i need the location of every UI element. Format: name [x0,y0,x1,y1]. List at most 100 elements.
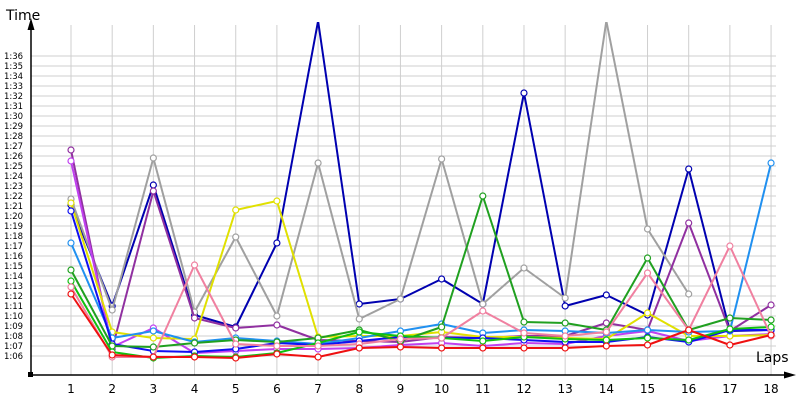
data-point [314,353,322,361]
x-tick-label: 16 [681,382,696,396]
y-tick-label: 1:18 [4,232,23,242]
data-point [643,225,652,233]
y-tick-label: 1:26 [4,152,23,162]
y-tick-label: 1:32 [4,92,23,102]
data-point [643,326,652,334]
data-point [149,334,157,342]
data-point [396,343,405,351]
data-point [190,339,199,347]
data-point [438,323,446,331]
data-point [314,159,322,167]
data-point [438,344,446,352]
y-tick-label: 1:21 [4,202,23,212]
y-tick-label: 1:36 [4,52,23,62]
x-axis-title: Laps [756,350,789,366]
data-point [561,294,569,302]
data-point [726,314,734,322]
data-point [561,319,569,327]
series-green [67,277,775,362]
data-point [479,337,487,345]
data-point [355,328,363,336]
data-point [396,335,405,343]
origin-marker [28,372,33,377]
x-tick-label: 17 [722,382,737,396]
data-point [67,277,75,285]
data-point [67,146,75,154]
data-point [685,165,693,173]
data-point [561,344,569,352]
data-point [67,283,75,291]
series-navy [67,22,775,335]
data-point [355,315,363,323]
x-tick-labels: 1 2 3 4 5 6 7 8 9 10 11 12 13 14 15 16 17 18 [67,382,779,396]
data-point [726,341,734,349]
data-point [67,207,75,215]
data-point [190,353,199,361]
y-tick-label: 1:15 [4,262,23,272]
x-tick-label: 11 [475,382,490,396]
y-tick-label: 1:10 [4,312,23,322]
data-point [602,342,610,350]
data-point [479,192,487,200]
data-point [561,332,569,340]
data-point [438,275,446,283]
y-tick-label: 1:27 [4,142,23,152]
data-point [355,344,363,352]
data-point [355,300,363,308]
x-tick-label: 18 [763,382,778,396]
data-point [149,154,157,162]
y-tick-label: 1:20 [4,212,23,222]
data-point [273,350,281,358]
y-tick-label: 1:16 [4,252,23,262]
y-tick-label: 1:34 [4,72,23,82]
data-point [479,300,487,308]
data-point [685,290,693,298]
y-tick-label: 1:14 [4,272,23,282]
x-tick-label: 10 [434,382,449,396]
y-tick-label: 1:30 [4,112,23,122]
data-point [520,329,528,337]
y-tick-label: 1:13 [4,282,23,292]
data-point [232,340,240,348]
data-point [520,344,528,352]
data-point [273,321,281,329]
data-point [561,302,569,310]
x-tick-label: 4 [191,382,199,396]
y-tick-label: 1:24 [4,172,23,182]
data-point [67,157,75,165]
data-point [767,316,775,324]
x-tick-label: 9 [397,382,405,396]
x-tick-label: 13 [558,382,573,396]
data-point [149,187,157,195]
data-point [108,306,116,314]
data-point [726,325,734,333]
x-tick-label: 1 [67,382,75,396]
data-point [438,155,446,163]
data-point [767,323,775,331]
y-tick-label: 1:35 [4,62,23,72]
y-tick-label: 1:25 [4,162,23,172]
series-yellow [67,197,775,343]
y-tick-label: 1:08 [4,332,23,342]
data-point [273,342,281,350]
series-gray [67,22,693,323]
data-point [149,353,157,361]
data-point [149,343,157,351]
data-point [767,159,775,167]
y-tick-label: 1:11 [4,302,23,312]
data-point [232,233,240,241]
data-point [314,342,322,350]
data-point [149,327,157,335]
data-point [520,264,528,272]
x-tick-label: 7 [314,382,322,396]
data-point [685,336,693,344]
data-point [479,344,487,352]
data-point [232,324,240,332]
data-point [438,334,446,342]
data-point [190,261,199,269]
data-point [602,336,610,344]
y-tick-label: 1:19 [4,222,23,232]
data-point [232,354,240,362]
data-point [190,314,199,322]
x-axis-arrow-icon [784,371,796,379]
